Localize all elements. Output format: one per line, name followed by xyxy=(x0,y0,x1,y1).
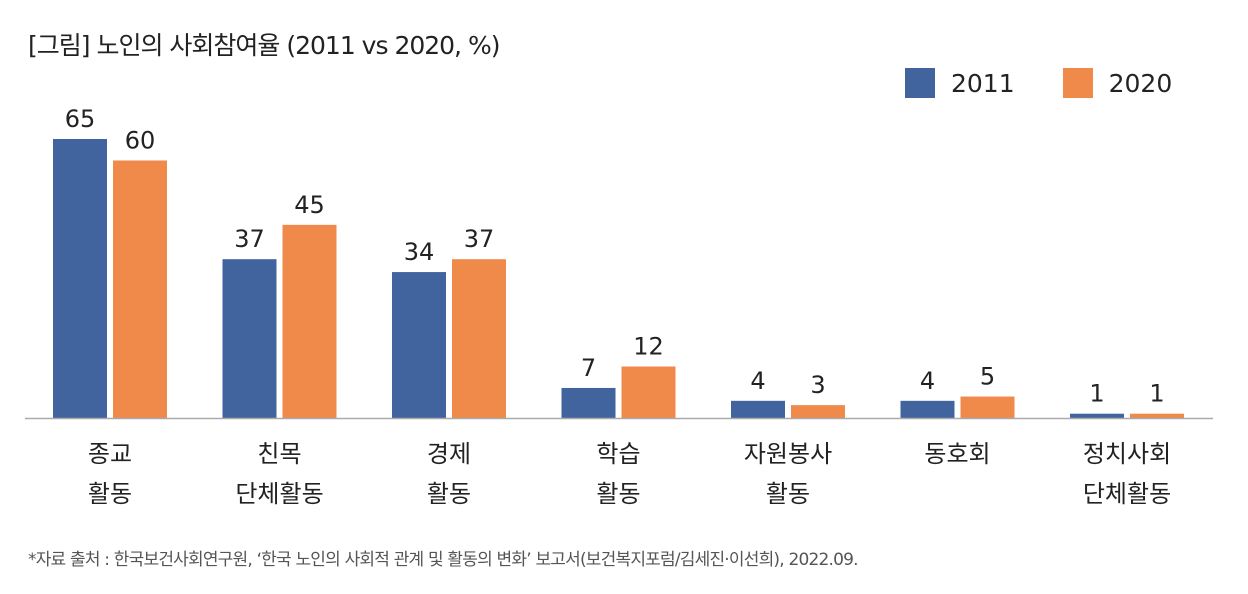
x-tick-label: 학습 xyxy=(596,440,640,468)
data-label-2011: 1 xyxy=(1089,380,1104,408)
x-tick-label: 활동 xyxy=(596,480,640,508)
data-label-2011: 34 xyxy=(404,238,435,266)
source-note: *자료 출처 : 한국보건사회연구원, ‘한국 노인의 사회적 관계 및 활동의… xyxy=(28,550,859,570)
data-label-2011: 65 xyxy=(65,105,96,133)
chart-title: [그림] 노인의 사회참여율 (2011 vs 2020, %) xyxy=(28,31,500,60)
bar-2011 xyxy=(392,272,446,418)
data-label-2011: 7 xyxy=(581,354,596,382)
bar-2011 xyxy=(731,400,785,418)
data-label-2020: 37 xyxy=(464,225,495,253)
bar-2020 xyxy=(1130,413,1184,418)
legend-swatch-2011 xyxy=(905,68,935,98)
bar-2020 xyxy=(452,259,506,418)
data-label-2011: 4 xyxy=(920,367,935,395)
x-tick-label: 친목 xyxy=(257,440,301,468)
x-tick-label: 단체활동 xyxy=(235,480,323,508)
legend-item-2011: 2011 xyxy=(905,68,1015,98)
legend-item-2020: 2020 xyxy=(1062,68,1173,98)
legend-label-2011: 2011 xyxy=(951,68,1015,98)
legend: 2011 2020 xyxy=(905,68,1172,98)
data-label-2020: 45 xyxy=(294,191,325,219)
bar-2011 xyxy=(222,259,277,418)
bar-2020 xyxy=(113,160,167,418)
x-tick-label: 자원봉사 xyxy=(744,440,832,468)
data-label-2020: 1 xyxy=(1149,380,1164,408)
bar-2020 xyxy=(791,405,845,418)
data-label-2020: 5 xyxy=(980,363,995,391)
bar-2020 xyxy=(282,224,337,418)
bar-2011 xyxy=(1070,413,1124,418)
x-tick-label: 활동 xyxy=(88,480,132,508)
x-tick-label: 종교 xyxy=(88,440,132,468)
legend-swatch-2020 xyxy=(1062,68,1093,98)
data-label-2020: 60 xyxy=(125,126,156,154)
bar-2011 xyxy=(53,139,107,418)
x-tick-label: 정치사회 xyxy=(1083,440,1171,468)
x-tick-label: 단체활동 xyxy=(1083,480,1171,508)
data-label-2020: 12 xyxy=(633,332,664,360)
legend-label-2020: 2020 xyxy=(1108,68,1173,98)
data-label-2011: 4 xyxy=(750,367,765,395)
data-label-2011: 37 xyxy=(234,225,265,253)
x-tick-label: 경제 xyxy=(427,440,471,468)
x-tick-label: 활동 xyxy=(766,480,810,508)
x-tick-label: 동호회 xyxy=(924,440,990,468)
bar-2011 xyxy=(561,387,616,418)
bar-2020 xyxy=(621,366,676,418)
bar-2020 xyxy=(960,396,1015,418)
data-label-2020: 3 xyxy=(810,371,825,399)
x-tick-label: 활동 xyxy=(427,480,471,508)
bar-2011 xyxy=(900,400,955,418)
